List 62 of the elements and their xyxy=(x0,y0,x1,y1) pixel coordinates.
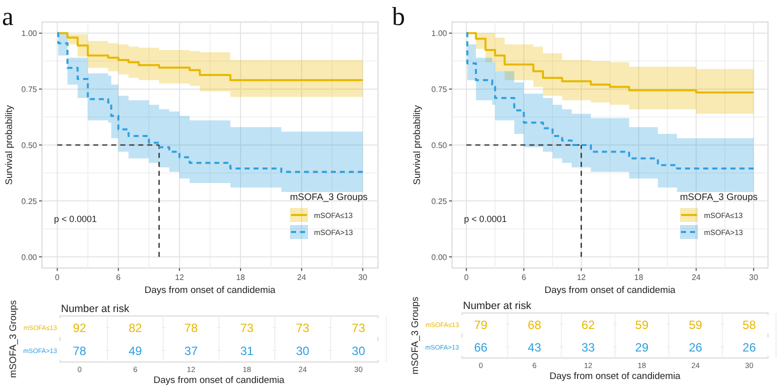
x-tick-label: 24 xyxy=(297,273,307,282)
data-label: 26 xyxy=(742,340,756,354)
y-tick-label: 1.00 xyxy=(431,29,448,38)
data-label: 66 xyxy=(474,340,488,354)
y-tick-label: 0.50 xyxy=(21,141,38,150)
chart-title: Number at risk xyxy=(463,300,532,312)
chart-title: b xyxy=(392,2,405,31)
x-axis-title: Days from onset of candidemia xyxy=(154,375,286,386)
data-label: 58 xyxy=(742,318,756,332)
x-tick-label: 24 xyxy=(692,273,702,282)
x-tick-label: 30 xyxy=(358,273,368,282)
data-label: 92 xyxy=(72,321,87,335)
x-tick-label: 0 xyxy=(464,273,470,282)
x-tick-label: 18 xyxy=(634,273,644,282)
data-label: 79 xyxy=(474,318,488,332)
x-axis-title: Days from onset of candidemia xyxy=(550,371,682,382)
y-tick-label: 1.00 xyxy=(21,29,38,38)
data-label: 49 xyxy=(128,344,142,358)
data-label: 33 xyxy=(581,340,596,354)
legend-title: mSOFA_3 Groups xyxy=(680,192,758,203)
data-label: 78 xyxy=(72,344,87,358)
data-label: 31 xyxy=(240,344,254,358)
data-label: 30 xyxy=(296,344,310,358)
data-label: 62 xyxy=(581,318,596,332)
data-label: 73 xyxy=(240,321,254,335)
data-label: 82 xyxy=(128,321,142,335)
data-label: 43 xyxy=(528,340,542,354)
annotation: p < 0.0001 xyxy=(464,214,507,224)
data-label: 59 xyxy=(688,318,703,332)
annotation: p < 0.0001 xyxy=(54,214,97,224)
chart-title: Number at risk xyxy=(61,303,130,315)
x-tick-label: 0 xyxy=(55,273,60,282)
data-label: 68 xyxy=(528,318,542,332)
data-label: 26 xyxy=(688,340,703,354)
y-axis-title: Survival probability xyxy=(4,104,15,185)
chart-title: a xyxy=(2,2,14,31)
x-axis-title: Days from onset of candidemia xyxy=(144,285,276,296)
y-tick-label: 0.50 xyxy=(431,141,448,150)
data-label: 37 xyxy=(184,344,198,358)
y-tick-label: 0.75 xyxy=(431,85,448,94)
y-axis-title: Survival probability xyxy=(412,104,423,185)
y-tick-label: 0.75 xyxy=(21,85,38,94)
data-label: 73 xyxy=(296,321,310,335)
y-tick-label: 0.00 xyxy=(431,252,448,262)
legend-title: mSOFA_3 Groups xyxy=(290,192,368,203)
y-axis-title: mSOFA_3 Groups xyxy=(410,296,421,374)
x-tick-label: 6 xyxy=(116,273,122,282)
data-label: 78 xyxy=(184,321,198,335)
y-tick-label: 0.25 xyxy=(21,196,38,206)
y-axis-title: mSOFA_3 Groups xyxy=(8,300,19,378)
x-tick-label: 18 xyxy=(236,273,246,282)
x-tick-label: 30 xyxy=(749,273,759,282)
x-tick-label: 12 xyxy=(175,273,184,282)
data-label: 73 xyxy=(352,321,366,335)
y-tick-label: 0.25 xyxy=(431,196,448,206)
x-tick-label: 12 xyxy=(576,273,586,282)
x-tick-label: 6 xyxy=(522,273,527,282)
data-label: 30 xyxy=(352,344,366,358)
x-axis-title: Days from onset of candidemia xyxy=(544,285,676,296)
data-label: 59 xyxy=(635,318,649,332)
data-label: 29 xyxy=(635,340,649,354)
y-tick-label: 0.00 xyxy=(21,252,38,262)
